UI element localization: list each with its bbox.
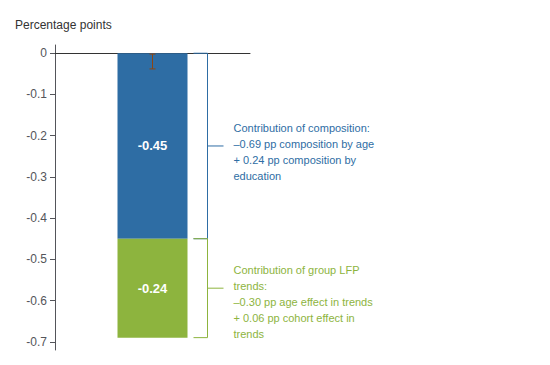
svg-text:trends: trends [234,328,265,340]
svg-text:–0.30 pp age effect in trends: –0.30 pp age effect in trends [234,296,374,308]
svg-text:-0.4: -0.4 [26,211,47,225]
svg-text:-0.24: -0.24 [138,281,168,296]
svg-text:-0.1: -0.1 [26,87,47,101]
svg-text:-0.45: -0.45 [138,138,168,153]
svg-text:Percentage points: Percentage points [15,18,112,32]
svg-text:+ 0.24 pp composition by: + 0.24 pp composition by [234,154,357,166]
svg-text:-0.6: -0.6 [26,294,47,308]
svg-text:–0.69 pp composition by age: –0.69 pp composition by age [234,138,375,150]
svg-text:-0.2: -0.2 [26,129,47,143]
svg-text:Contribution of composition:: Contribution of composition: [234,122,370,134]
svg-text:-0.7: -0.7 [26,335,47,349]
svg-text:-0.3: -0.3 [26,170,47,184]
svg-text:+ 0.06 pp cohort effect in: + 0.06 pp cohort effect in [234,312,355,324]
svg-text:0: 0 [40,46,47,60]
svg-text:Contribution of group LFP: Contribution of group LFP [234,264,360,276]
svg-text:-0.5: -0.5 [26,252,47,266]
svg-text:trends:: trends: [234,280,268,292]
svg-text:education: education [234,170,282,182]
